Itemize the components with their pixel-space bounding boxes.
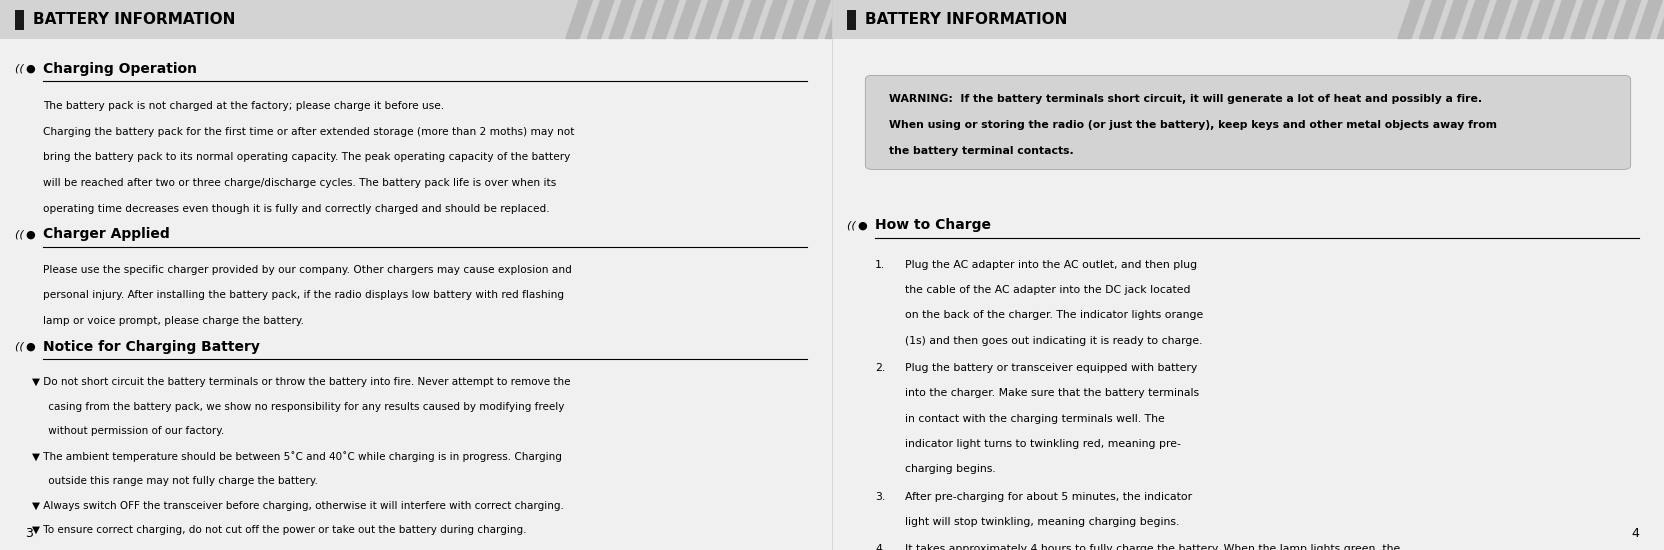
Text: personal injury. After installing the battery pack, if the radio displays low ba: personal injury. After installing the ba… (43, 290, 564, 300)
Polygon shape (1463, 0, 1489, 39)
Polygon shape (804, 0, 830, 39)
Text: lamp or voice prompt, please charge the battery.: lamp or voice prompt, please charge the … (43, 316, 305, 326)
Text: on the back of the charger. The indicator lights orange: on the back of the charger. The indicato… (905, 310, 1203, 320)
Polygon shape (674, 0, 701, 39)
Polygon shape (739, 0, 765, 39)
Bar (832, 0, 1664, 39)
Text: 2.: 2. (875, 363, 885, 373)
Polygon shape (717, 0, 744, 39)
FancyBboxPatch shape (865, 75, 1631, 169)
Polygon shape (1528, 0, 1554, 39)
Text: in contact with the charging terminals well. The: in contact with the charging terminals w… (905, 414, 1165, 424)
Bar (15, 10, 23, 30)
Polygon shape (1592, 0, 1619, 39)
Text: BATTERY INFORMATION: BATTERY INFORMATION (865, 12, 1068, 27)
Text: light will stop twinkling, meaning charging begins.: light will stop twinkling, meaning charg… (905, 517, 1180, 527)
Text: (1s) and then goes out indicating it is ready to charge.: (1s) and then goes out indicating it is … (905, 336, 1203, 345)
Text: into the charger. Make sure that the battery terminals: into the charger. Make sure that the bat… (905, 388, 1200, 398)
Text: When using or storing the radio (or just the battery), keep keys and other metal: When using or storing the radio (or just… (889, 120, 1496, 130)
Polygon shape (652, 0, 679, 39)
Bar (0, 0, 832, 39)
Text: Charging the battery pack for the first time or after extended storage (more tha: Charging the battery pack for the first … (43, 126, 574, 136)
Polygon shape (1657, 0, 1664, 39)
Text: 3.: 3. (875, 492, 885, 502)
Polygon shape (1506, 0, 1533, 39)
Polygon shape (760, 0, 787, 39)
Polygon shape (566, 0, 592, 39)
Text: (( ●: (( ● (847, 221, 867, 230)
Polygon shape (1636, 0, 1662, 39)
Text: WARNING:  If the battery terminals short circuit, it will generate a lot of heat: WARNING: If the battery terminals short … (889, 94, 1481, 103)
Text: Plug the AC adapter into the AC outlet, and then plug: Plug the AC adapter into the AC outlet, … (905, 260, 1198, 270)
Polygon shape (1549, 0, 1576, 39)
Text: the battery terminal contacts.: the battery terminal contacts. (889, 146, 1073, 156)
Text: Notice for Charging Battery: Notice for Charging Battery (43, 339, 260, 354)
Text: indicator light turns to twinkling red, meaning pre-: indicator light turns to twinkling red, … (905, 439, 1181, 449)
Text: Plug the battery or transceiver equipped with battery: Plug the battery or transceiver equipped… (905, 363, 1198, 373)
Text: casing from the battery pack, we show no responsibility for any results caused b: casing from the battery pack, we show no… (32, 402, 564, 411)
Polygon shape (1571, 0, 1597, 39)
Text: 4.: 4. (875, 544, 885, 550)
Text: the cable of the AC adapter into the DC jack located: the cable of the AC adapter into the DC … (905, 285, 1191, 295)
Polygon shape (1419, 0, 1446, 39)
Polygon shape (825, 0, 852, 39)
Text: Please use the specific charger provided by our company. Other chargers may caus: Please use the specific charger provided… (43, 265, 572, 274)
Polygon shape (1484, 0, 1511, 39)
Polygon shape (847, 0, 874, 39)
Text: ▼ To ensure correct charging, do not cut off the power or take out the battery d: ▼ To ensure correct charging, do not cut… (32, 525, 526, 535)
Text: bring the battery pack to its normal operating capacity. The peak operating capa: bring the battery pack to its normal ope… (43, 152, 571, 162)
Text: ▼ The ambient temperature should be between 5˚C and 40˚C while charging is in pr: ▼ The ambient temperature should be betw… (32, 451, 561, 462)
Text: How to Charge: How to Charge (875, 218, 992, 233)
Polygon shape (609, 0, 636, 39)
Polygon shape (782, 0, 809, 39)
Text: operating time decreases even though it is fully and correctly charged and shoul: operating time decreases even though it … (43, 204, 549, 214)
Bar (847, 10, 857, 30)
Text: 4: 4 (1631, 527, 1639, 540)
Text: charging begins.: charging begins. (905, 464, 997, 474)
Text: without permission of our factory.: without permission of our factory. (32, 426, 225, 436)
Text: Charger Applied: Charger Applied (43, 227, 170, 241)
Text: ▼ Always switch OFF the transceiver before charging, otherwise it will interfere: ▼ Always switch OFF the transceiver befo… (32, 500, 564, 510)
Text: 1.: 1. (875, 260, 885, 270)
Polygon shape (587, 0, 614, 39)
Polygon shape (631, 0, 657, 39)
Text: It takes approximately 4 hours to fully charge the battery. When the lamp lights: It takes approximately 4 hours to fully … (905, 544, 1401, 550)
Text: ▼ Do not short circuit the battery terminals or throw the battery into fire. Nev: ▼ Do not short circuit the battery termi… (32, 377, 571, 387)
Polygon shape (696, 0, 722, 39)
Text: 3: 3 (25, 527, 33, 540)
Text: outside this range may not fully charge the battery.: outside this range may not fully charge … (32, 476, 318, 486)
Text: BATTERY INFORMATION: BATTERY INFORMATION (33, 12, 236, 27)
Text: (( ●: (( ● (15, 229, 35, 239)
Text: After pre-charging for about 5 minutes, the indicator: After pre-charging for about 5 minutes, … (905, 492, 1193, 502)
Text: will be reached after two or three charge/discharge cycles. The battery pack lif: will be reached after two or three charg… (43, 178, 556, 188)
Text: Charging Operation: Charging Operation (43, 62, 198, 76)
Polygon shape (1441, 0, 1468, 39)
Text: (( ●: (( ● (15, 64, 35, 74)
Text: The battery pack is not charged at the factory; please charge it before use.: The battery pack is not charged at the f… (43, 101, 444, 111)
Text: (( ●: (( ● (15, 342, 35, 351)
Polygon shape (1614, 0, 1641, 39)
Polygon shape (1398, 0, 1424, 39)
